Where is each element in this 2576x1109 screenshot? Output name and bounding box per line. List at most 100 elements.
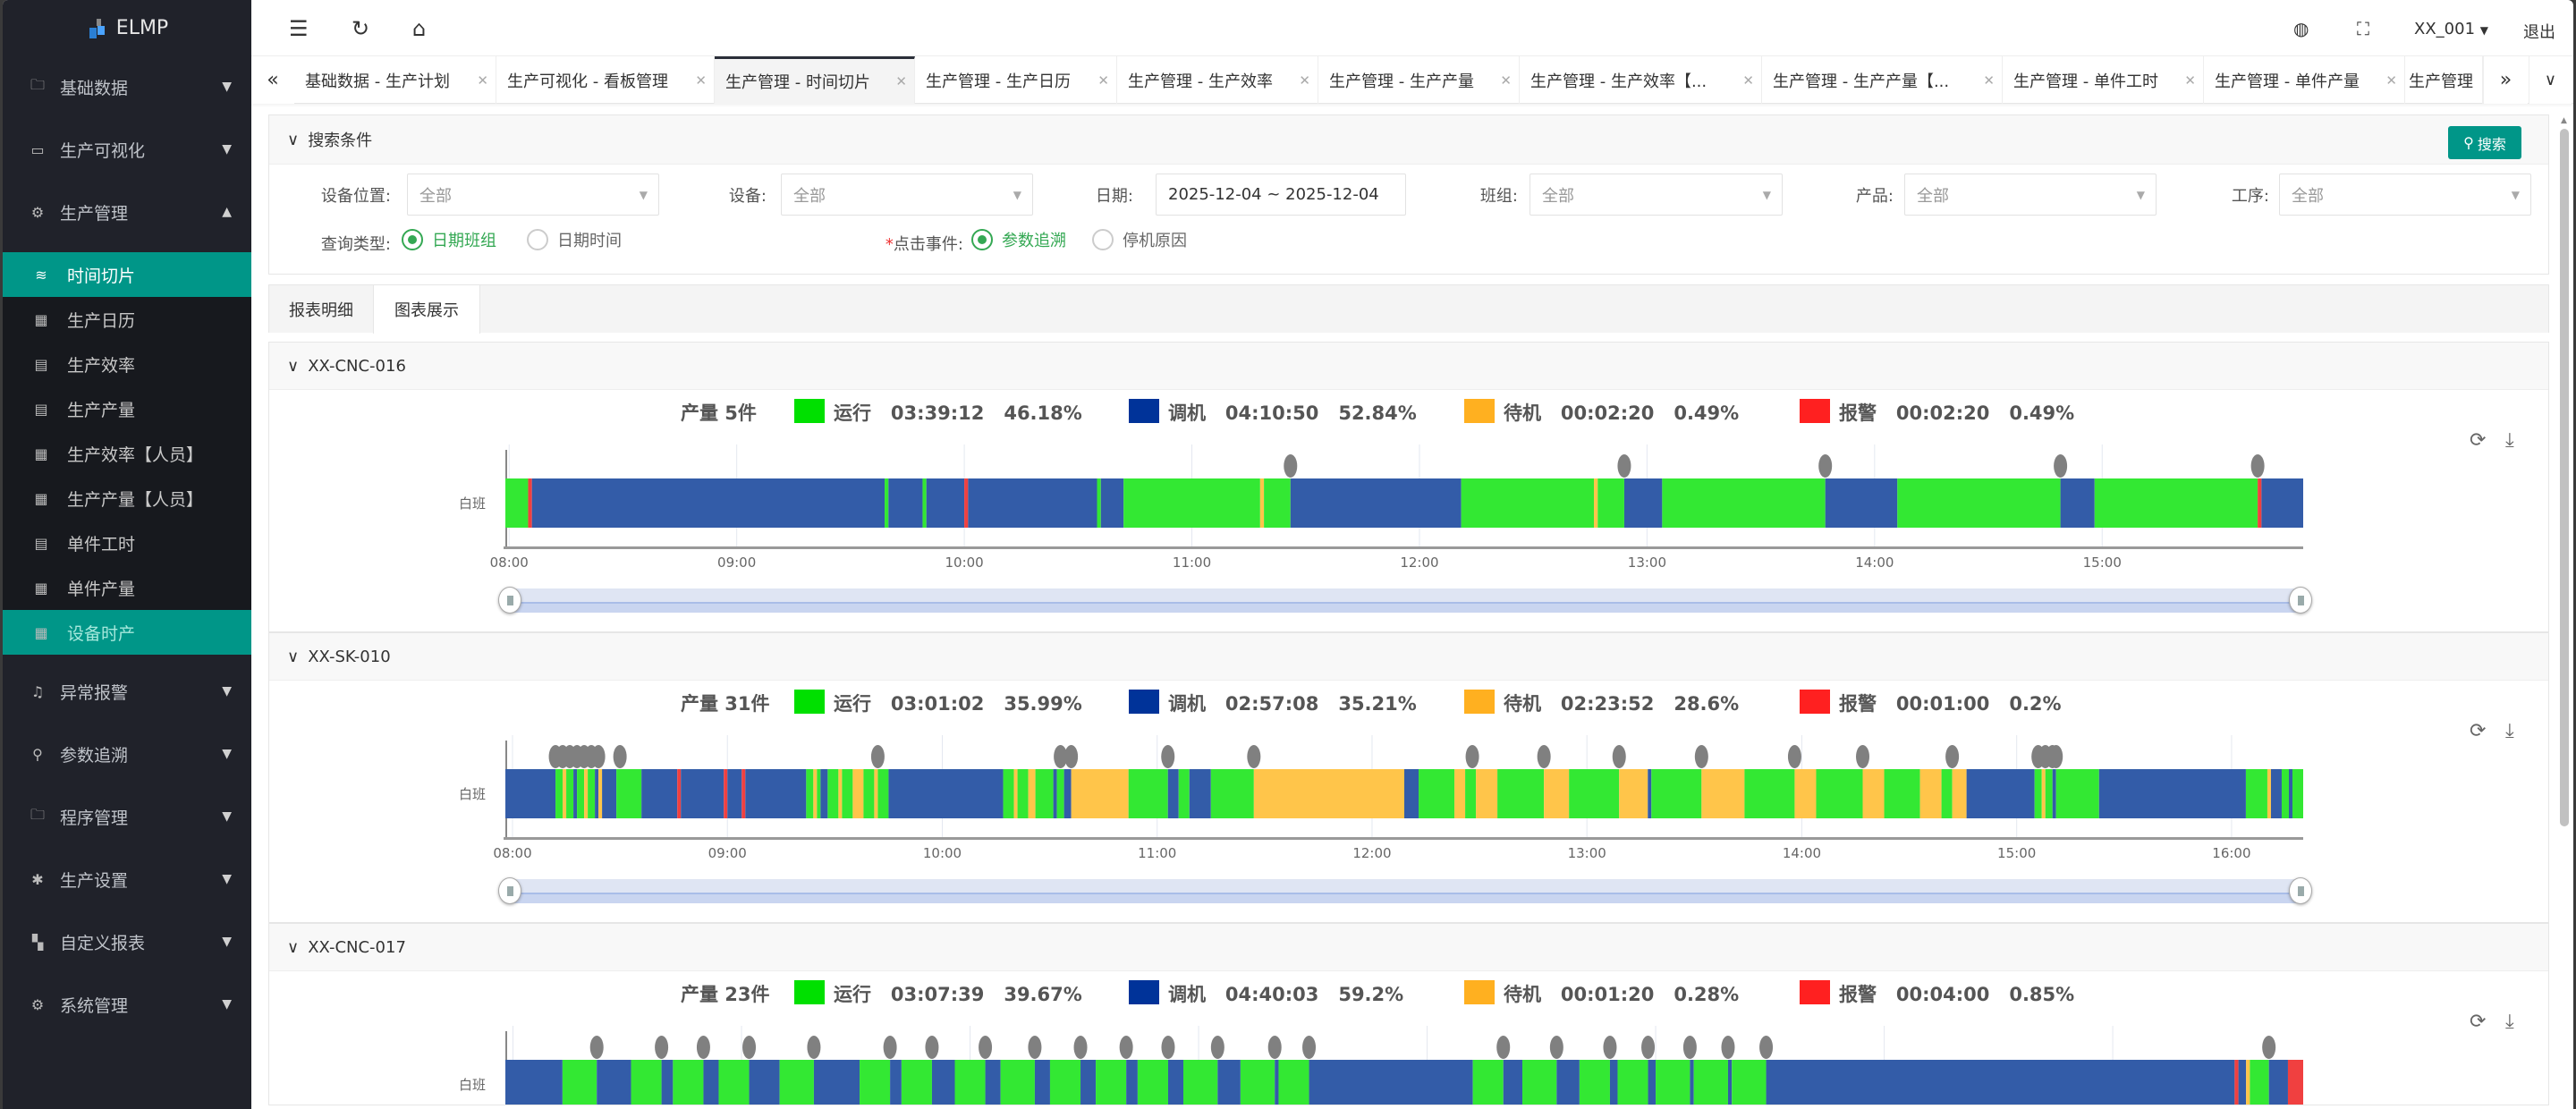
segment-adjust[interactable] bbox=[1080, 1060, 1097, 1105]
sidebar-item-7[interactable]: ▚ 自定义报表 ▼ bbox=[3, 910, 251, 973]
event-marker[interactable] bbox=[1612, 745, 1626, 768]
sidebar-subitem-6[interactable]: ▤ 单件工时 bbox=[3, 521, 251, 565]
segment-run[interactable] bbox=[2094, 478, 2258, 528]
segment-adjust[interactable] bbox=[2270, 769, 2282, 818]
close-tab-icon[interactable]: ✕ bbox=[2385, 72, 2397, 89]
segment-adjust[interactable] bbox=[1053, 769, 1057, 818]
segment-run[interactable] bbox=[555, 769, 564, 818]
segment-run[interactable] bbox=[901, 1060, 932, 1105]
segment-adjust[interactable] bbox=[727, 769, 742, 818]
segment-run[interactable] bbox=[1097, 478, 1101, 528]
segment-adjust[interactable] bbox=[1217, 1060, 1241, 1105]
segment-run[interactable] bbox=[1096, 1060, 1127, 1105]
segment-adjust[interactable] bbox=[820, 769, 828, 818]
segment-adjust[interactable] bbox=[1825, 478, 1898, 528]
segment-run[interactable] bbox=[1744, 769, 1795, 818]
sidebar-subitem-1[interactable]: ▦ 生产日历 bbox=[3, 297, 251, 342]
segment-run[interactable] bbox=[1419, 769, 1455, 818]
search-panel-toggle[interactable]: ∨ 搜索条件 bbox=[269, 115, 2548, 165]
tab-6[interactable]: 生产管理 - 生产效率【... ✕ bbox=[1520, 56, 1762, 104]
event-marker[interactable] bbox=[696, 1036, 710, 1059]
segment-run[interactable] bbox=[1569, 769, 1620, 818]
tab-2[interactable]: 生产管理 - 时间切片 ✕ bbox=[715, 56, 915, 104]
segment-adjust[interactable] bbox=[1309, 1060, 1473, 1105]
segment-alarm[interactable] bbox=[2287, 1060, 2303, 1105]
event-marker[interactable] bbox=[2262, 1036, 2276, 1059]
segment-adjust[interactable] bbox=[1167, 769, 1179, 818]
event-marker[interactable] bbox=[979, 1036, 993, 1059]
tabs-scroll-right-icon[interactable]: » bbox=[2483, 56, 2528, 104]
segment-idle[interactable] bbox=[1919, 769, 1942, 818]
segment-run[interactable] bbox=[1816, 769, 1863, 818]
sidebar-item-0[interactable]: 🗀 基础数据 ▼ bbox=[3, 55, 251, 118]
segment-run[interactable] bbox=[877, 769, 889, 818]
sidebar-subitem-4[interactable]: ▦ 生产效率【人员】 bbox=[3, 431, 251, 476]
segment-run[interactable] bbox=[631, 1060, 662, 1105]
segment-adjust[interactable] bbox=[703, 1060, 719, 1105]
segment-adjust[interactable] bbox=[1727, 1060, 1733, 1105]
tab-8[interactable]: 生产管理 - 单件工时 ✕ bbox=[2003, 56, 2204, 104]
tab-7[interactable]: 生产管理 - 生产产量【... ✕ bbox=[1762, 56, 2003, 104]
segment-run[interactable] bbox=[1128, 769, 1168, 818]
segment-adjust[interactable] bbox=[2261, 478, 2303, 528]
select-field[interactable]: 全部 ▼ bbox=[407, 174, 659, 216]
segment-run[interactable] bbox=[1210, 769, 1254, 818]
segment-alarm[interactable] bbox=[724, 769, 728, 818]
download-icon[interactable]: ⤓ bbox=[2505, 720, 2514, 742]
device-section-toggle[interactable]: ∨ XX-CNC-016 bbox=[269, 342, 2548, 390]
segment-run[interactable] bbox=[1656, 1060, 1690, 1105]
segment-idle[interactable] bbox=[1619, 769, 1648, 818]
select-field[interactable]: 全部 ▼ bbox=[1530, 174, 1783, 216]
segment-run[interactable] bbox=[806, 769, 814, 818]
event-marker[interactable] bbox=[925, 1036, 939, 1059]
segment-adjust[interactable] bbox=[1167, 1060, 1184, 1105]
segment-run[interactable] bbox=[1597, 478, 1624, 528]
event-marker[interactable] bbox=[1617, 454, 1631, 478]
segment-adjust[interactable] bbox=[1404, 769, 1419, 818]
segment-idle[interactable] bbox=[852, 769, 864, 818]
sidebar-subitem-7[interactable]: ▦ 单件产量 bbox=[3, 565, 251, 610]
segment-run[interactable] bbox=[1461, 478, 1595, 528]
segment-run[interactable] bbox=[842, 769, 853, 818]
segment-run[interactable] bbox=[505, 478, 529, 528]
tab-0[interactable]: 基础数据 - 生产计划 ✕ bbox=[294, 56, 496, 104]
event-marker[interactable] bbox=[1787, 745, 1801, 768]
slider-handle-right[interactable] bbox=[2289, 587, 2312, 614]
close-tab-icon[interactable]: ✕ bbox=[1299, 72, 1310, 89]
timeline-chart[interactable] bbox=[505, 735, 2303, 837]
segment-idle[interactable] bbox=[1862, 769, 1885, 818]
restore-icon[interactable]: ⟳ bbox=[2470, 429, 2487, 452]
timeline-chart[interactable] bbox=[505, 444, 2303, 546]
event-marker[interactable] bbox=[870, 745, 885, 768]
tab-report-detail[interactable]: 报表明细 bbox=[289, 301, 353, 320]
slider-handle-left[interactable] bbox=[498, 877, 521, 904]
segment-adjust[interactable] bbox=[2238, 1060, 2247, 1105]
segment-adjust[interactable] bbox=[888, 478, 923, 528]
segment-run[interactable] bbox=[863, 769, 875, 818]
segment-run[interactable] bbox=[577, 769, 585, 818]
segment-run[interactable] bbox=[1579, 1060, 1610, 1105]
user-menu[interactable]: XX_001 ▼ bbox=[2414, 20, 2488, 38]
close-tab-icon[interactable]: ✕ bbox=[1500, 72, 1512, 89]
segment-adjust[interactable] bbox=[2060, 478, 2095, 528]
tab-5[interactable]: 生产管理 - 生产产量 ✕ bbox=[1318, 56, 1520, 104]
segment-idle[interactable] bbox=[1544, 769, 1570, 818]
segment-alarm[interactable] bbox=[741, 769, 746, 818]
segment-run[interactable] bbox=[1465, 769, 1477, 818]
segment-run[interactable] bbox=[2245, 769, 2267, 818]
segment-adjust[interactable] bbox=[813, 1060, 860, 1105]
segment-idle[interactable] bbox=[1259, 478, 1265, 528]
segment-adjust[interactable] bbox=[1609, 1060, 1618, 1105]
segment-run[interactable] bbox=[885, 478, 889, 528]
segment-adjust[interactable] bbox=[1648, 769, 1652, 818]
segment-idle[interactable] bbox=[2267, 769, 2271, 818]
event-marker[interactable] bbox=[2054, 454, 2068, 478]
segment-run[interactable] bbox=[1651, 769, 1702, 818]
segment-run[interactable] bbox=[1278, 1060, 1309, 1105]
sidebar-item-5[interactable]: 🗀 程序管理 ▼ bbox=[3, 785, 251, 848]
segment-adjust[interactable] bbox=[531, 478, 886, 528]
select-field[interactable]: 全部 ▼ bbox=[781, 174, 1033, 216]
segment-alarm[interactable] bbox=[677, 769, 682, 818]
segment-adjust[interactable] bbox=[597, 1060, 631, 1105]
tab-chart-view[interactable]: 图表展示 bbox=[373, 285, 480, 334]
